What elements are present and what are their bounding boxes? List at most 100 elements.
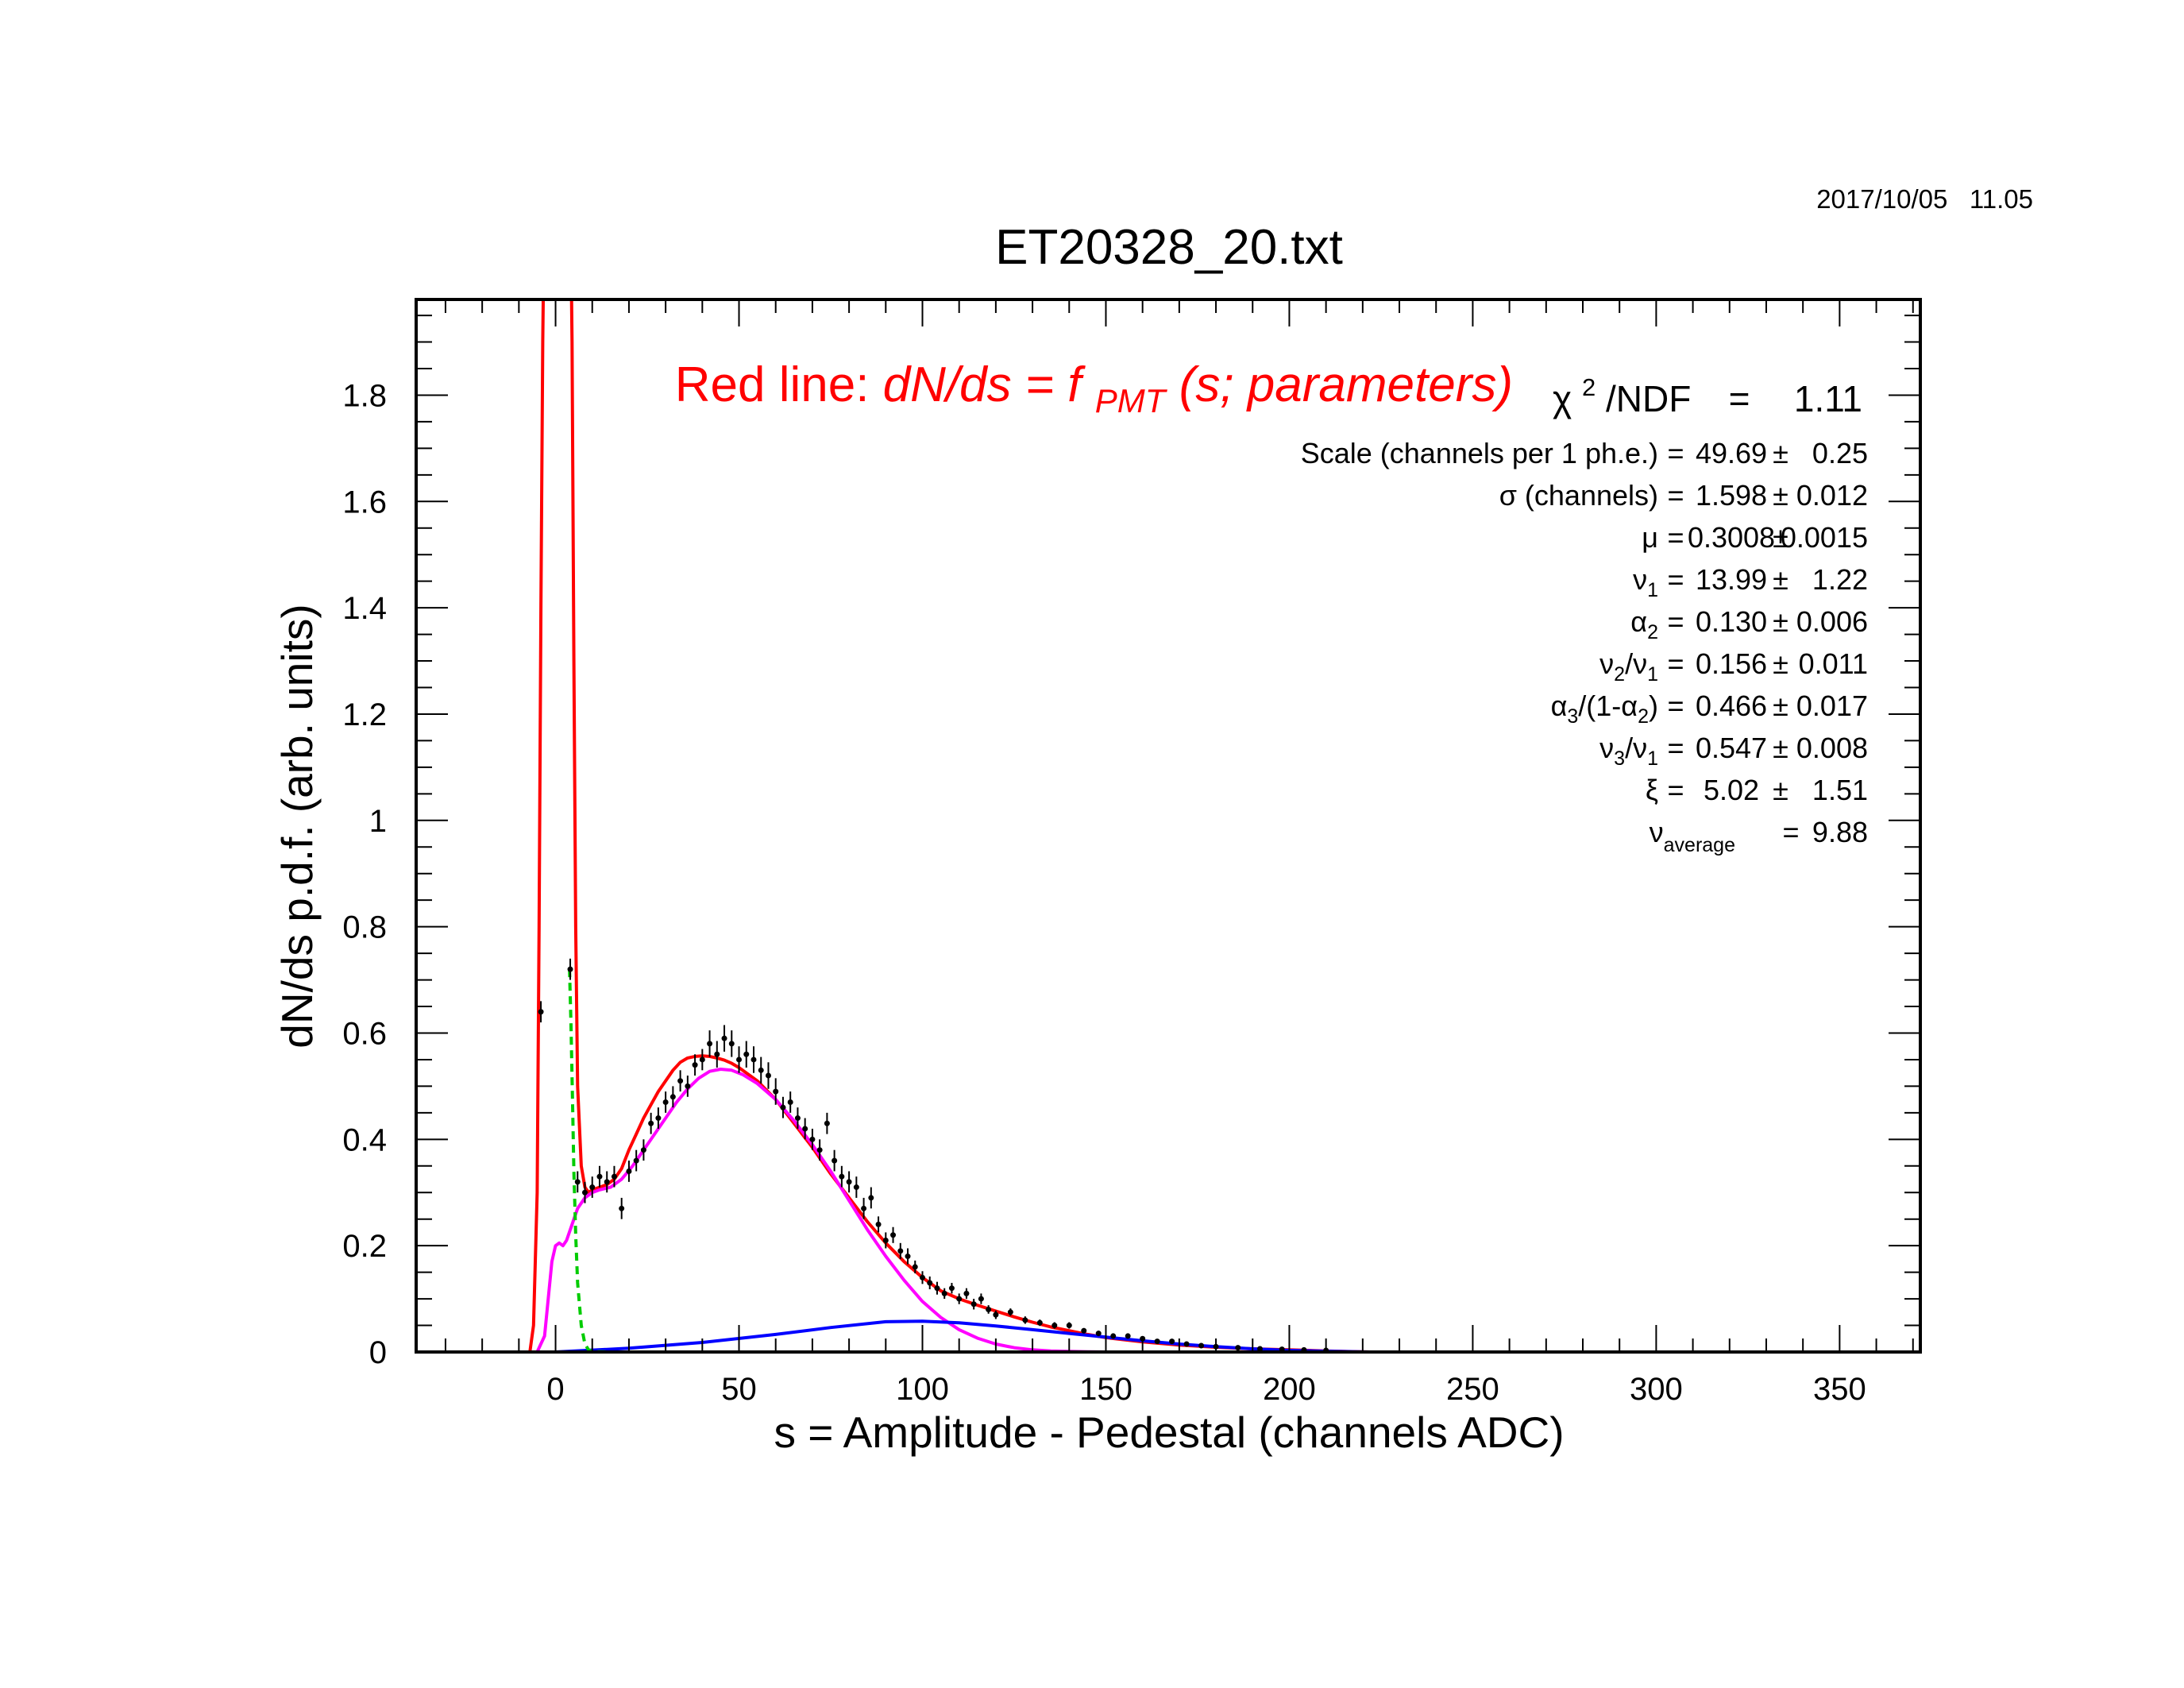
param-name: α3/(1-α2) xyxy=(1551,689,1658,728)
point-marker xyxy=(1110,1333,1117,1339)
data-point xyxy=(832,1149,838,1172)
point-marker xyxy=(794,1115,801,1122)
fit-parameter-row: σ (channels) = 1.598 ±0.012 xyxy=(1499,479,1868,512)
param-name: Scale (channels per 1 ph.e.) xyxy=(1301,437,1658,469)
legend-formula-sub: PMT xyxy=(1095,382,1168,419)
param-symbol: α xyxy=(1630,605,1647,638)
point-marker xyxy=(956,1296,963,1302)
nu-average-row: νaverage = 9.88 xyxy=(1650,816,1868,856)
point-marker xyxy=(626,1168,632,1174)
data-point xyxy=(912,1260,918,1273)
y-tick-label: 0.8 xyxy=(342,910,387,945)
data-point xyxy=(868,1187,874,1209)
param-value: 0.130 xyxy=(1696,605,1767,638)
param-equals: = xyxy=(1667,647,1684,680)
data-point xyxy=(699,1049,705,1071)
data-point xyxy=(662,1091,669,1113)
param-subscript: 1 xyxy=(1647,663,1658,686)
data-point xyxy=(743,1041,750,1068)
fit-parameter-row: ν3/ν1 = 0.547 ±0.008 xyxy=(1599,732,1868,770)
data-point xyxy=(773,1078,779,1105)
param-equals: = xyxy=(1667,774,1684,806)
param-value: 0.3008 xyxy=(1688,521,1775,554)
param-symbol: ν xyxy=(1599,647,1614,680)
data-point xyxy=(927,1276,933,1290)
param-name: μ xyxy=(1642,521,1658,554)
x-tick-label: 100 xyxy=(896,1372,949,1407)
param-error: 1.22 xyxy=(1812,563,1868,596)
param-value: 0.466 xyxy=(1696,689,1767,722)
fit-parameter-row: Scale (channels per 1 ph.e.) = 49.69 ±0.25 xyxy=(1301,437,1868,469)
param-plusminus: ± xyxy=(1773,774,1788,806)
data-point xyxy=(1036,1319,1043,1327)
data-point xyxy=(655,1107,662,1129)
nu-average-subscript: average xyxy=(1664,834,1735,856)
param-plusminus: ± xyxy=(1773,521,1788,554)
data-point xyxy=(816,1139,823,1161)
point-marker xyxy=(662,1099,669,1105)
data-point xyxy=(538,1001,544,1023)
data-point xyxy=(1183,1341,1190,1347)
point-marker xyxy=(890,1232,897,1238)
point-marker xyxy=(707,1041,713,1047)
background-curve xyxy=(555,1319,1371,1352)
point-marker xyxy=(751,1056,757,1063)
point-marker xyxy=(941,1290,947,1296)
data-point xyxy=(751,1046,757,1073)
data-point xyxy=(633,1149,639,1172)
point-marker xyxy=(765,1072,771,1079)
param-name: ν3/ν1 xyxy=(1599,732,1658,770)
x-tick-label: 300 xyxy=(1630,1372,1683,1407)
point-marker xyxy=(912,1264,918,1270)
point-marker xyxy=(978,1296,984,1302)
data-point xyxy=(611,1165,617,1188)
data-point xyxy=(794,1107,801,1129)
svg-text:χ 2 /NDF: χ 2 /NDF xyxy=(1553,362,1691,419)
x-tick-label: 50 xyxy=(721,1372,757,1407)
data-point xyxy=(993,1310,999,1319)
param-symbol: α xyxy=(1551,689,1568,722)
data-point xyxy=(736,1046,743,1073)
data-point xyxy=(780,1096,786,1118)
param-equals: = xyxy=(1667,689,1684,722)
point-marker xyxy=(1036,1319,1043,1326)
data-point xyxy=(1066,1322,1072,1329)
param-error: 0.006 xyxy=(1796,605,1868,638)
data-point xyxy=(941,1288,947,1300)
point-marker xyxy=(853,1184,859,1191)
data-point xyxy=(714,1041,720,1068)
param-name: σ (channels) xyxy=(1499,479,1658,512)
data-point xyxy=(648,1112,654,1134)
data-point xyxy=(986,1305,992,1314)
data-point xyxy=(574,1171,581,1193)
point-marker xyxy=(596,1173,603,1180)
param-plusminus: ± xyxy=(1773,605,1788,638)
point-marker xyxy=(589,1184,596,1191)
y-tick-label: 1.4 xyxy=(342,591,387,626)
pedestal-curve xyxy=(568,969,1371,1352)
param-value: 5.02 xyxy=(1704,774,1759,806)
data-point xyxy=(1095,1331,1102,1337)
fit-parameter-row: α3/(1-α2) = 0.466 ±0.017 xyxy=(1551,689,1868,728)
point-marker xyxy=(868,1195,874,1201)
y-tick-label: 0 xyxy=(369,1335,387,1370)
param-symbol-tail: /ν xyxy=(1625,647,1647,680)
param-plusminus: ± xyxy=(1773,689,1788,722)
data-point xyxy=(669,1086,676,1108)
chi2-value: 1.11 xyxy=(1794,378,1862,419)
param-error: 0.0015 xyxy=(1781,521,1868,554)
param-value: 0.547 xyxy=(1696,732,1767,764)
y-tick-label: 0.4 xyxy=(342,1122,387,1157)
chi2-ndf-label: /NDF xyxy=(1606,378,1691,419)
y-tick-label: 0.2 xyxy=(342,1229,387,1264)
param-subscript: 3 xyxy=(1614,747,1625,770)
param-subscript: 2 xyxy=(1614,663,1625,686)
param-error: 0.008 xyxy=(1796,732,1868,764)
point-marker xyxy=(1169,1338,1175,1345)
point-marker xyxy=(611,1173,617,1180)
point-marker xyxy=(1198,1342,1205,1349)
param-subscript: 1 xyxy=(1647,579,1658,601)
param-error: 0.017 xyxy=(1796,689,1868,722)
legend-prefix: Red line: xyxy=(675,357,870,412)
data-point xyxy=(890,1226,897,1243)
